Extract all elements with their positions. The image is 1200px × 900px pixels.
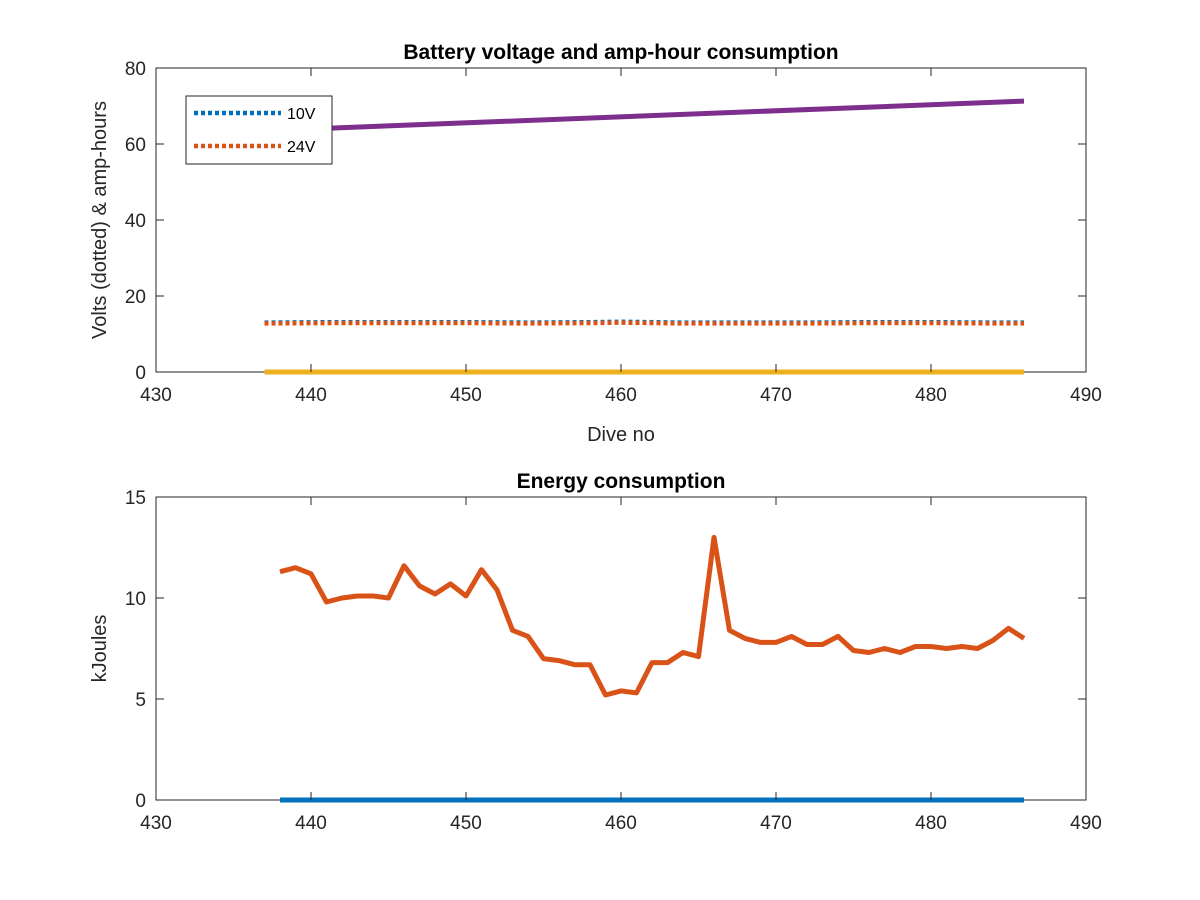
bottom-chart-title: Energy consumption xyxy=(517,470,726,493)
bottom-axis-ticks: 430 440 450 460 470 480 490 0 5 10 15 xyxy=(125,488,1102,834)
top-axis-ticks: 430 440 450 460 470 480 490 0 20 40 60 80 xyxy=(125,59,1102,406)
x-tick-label: 430 xyxy=(140,813,172,834)
series-line-1 xyxy=(279,534,1026,698)
x-tick-label: 450 xyxy=(450,813,482,834)
y-tick-label: 0 xyxy=(135,791,146,812)
x-tick-label: 470 xyxy=(760,813,792,834)
y-tick-label: 15 xyxy=(125,488,146,509)
y-tick-label: 0 xyxy=(135,363,146,384)
x-tick-label: 430 xyxy=(140,385,172,406)
y-tick-label: 5 xyxy=(135,690,146,711)
x-tick-label: 490 xyxy=(1070,385,1102,406)
y-tick-label: 80 xyxy=(125,59,146,80)
bottom-y-axis-label: kJoules xyxy=(89,615,111,683)
legend: 10V 24V xyxy=(185,95,333,165)
x-tick-label: 460 xyxy=(605,385,637,406)
bottom-plot-series xyxy=(279,534,1026,803)
series-line-2 xyxy=(264,98,1025,134)
x-tick-label: 440 xyxy=(295,813,327,834)
bottom-axes: 430 440 450 460 470 480 490 0 5 10 15 Energy consu… xyxy=(89,470,1102,834)
x-tick-label: 470 xyxy=(760,385,792,406)
top-y-axis-label: Volts (dotted) & amp-hours xyxy=(89,101,111,339)
y-tick-label: 60 xyxy=(125,135,146,156)
x-tick-label: 480 xyxy=(915,385,947,406)
y-tick-label: 40 xyxy=(125,211,146,232)
y-tick-label: 10 xyxy=(125,589,146,610)
x-tick-label: 440 xyxy=(295,385,327,406)
series-line-1 xyxy=(264,320,1024,326)
top-chart-title: Battery voltage and amp-hour consumption xyxy=(403,41,838,64)
x-tick-label: 480 xyxy=(915,813,947,834)
y-tick-label: 20 xyxy=(125,287,146,308)
top-plot-series xyxy=(264,98,1025,375)
x-tick-label: 460 xyxy=(605,813,637,834)
legend-label-10v: 10V xyxy=(287,106,316,123)
top-x-axis-label: Dive no xyxy=(587,424,655,446)
x-tick-label: 490 xyxy=(1070,813,1102,834)
legend-box xyxy=(185,95,333,165)
legend-label-24v: 24V xyxy=(287,139,316,156)
top-axes: 430 440 450 460 470 480 490 0 20 40 60 80 Battery v… xyxy=(89,41,1102,446)
x-tick-label: 450 xyxy=(450,385,482,406)
